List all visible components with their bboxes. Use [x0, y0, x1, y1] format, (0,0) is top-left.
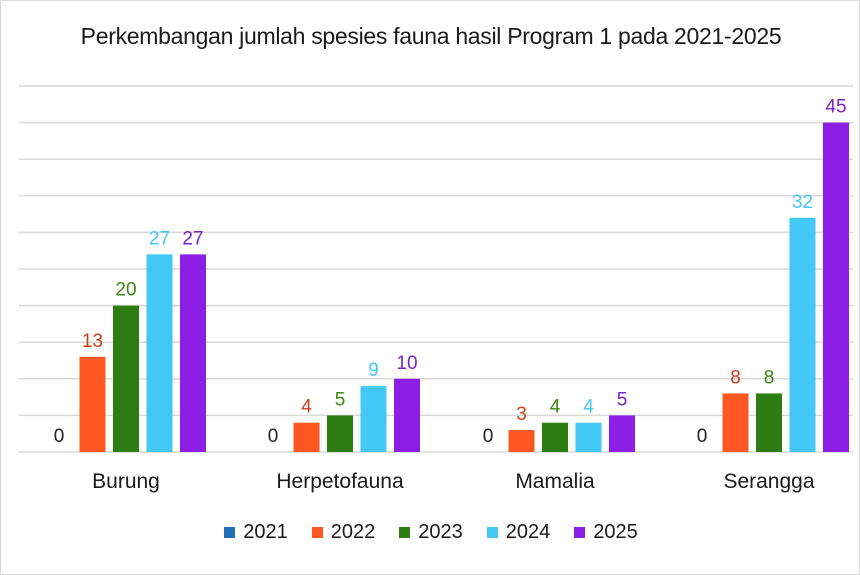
data-label-burung-2022: 13: [82, 331, 103, 352]
bar-burung-2024: [146, 254, 173, 452]
bar-burung-2022: [79, 356, 106, 452]
bar-burung-2023: [113, 305, 139, 452]
bar-herpetofauna-2024: [360, 386, 387, 452]
legend-label: 2025: [593, 521, 638, 543]
legend-swatch: [574, 527, 586, 538]
data-label-herpetofauna-2025: 10: [396, 353, 417, 374]
legend-item-2024: 2024: [486, 521, 551, 544]
bar-burung-2025: [180, 254, 206, 452]
legend-label: 2022: [330, 521, 376, 543]
legend-swatch: [399, 527, 411, 538]
data-label-serangga-2021: 0: [697, 426, 708, 447]
bar-herpetofauna-2023: [327, 415, 353, 452]
category-label-herpetofauna: Herpetofauna: [276, 470, 404, 493]
bar-serangga-2024: [789, 217, 816, 452]
bar-serangga-2025: [823, 122, 849, 452]
bar-mamalia-2025: [609, 415, 635, 452]
data-label-serangga-2022: 8: [730, 367, 741, 388]
data-label-herpetofauna-2024: 9: [368, 360, 379, 381]
category-label-mamalia: Mamalia: [515, 470, 595, 493]
data-label-herpetofauna-2023: 5: [335, 389, 346, 410]
data-label-mamalia-2024: 4: [583, 397, 594, 418]
legend-label: 2023: [418, 521, 463, 543]
bar-mamalia-2024: [575, 422, 602, 452]
category-label-serangga: Serangga: [723, 470, 814, 493]
data-label-serangga-2023: 8: [764, 367, 775, 388]
legend-item-2023: 2023: [399, 521, 463, 544]
data-label-burung-2023: 20: [115, 280, 136, 301]
bar-serangga-2023: [756, 393, 782, 452]
category-label-burung: Burung: [92, 470, 160, 493]
bar-herpetofauna-2022: [293, 422, 320, 452]
legend-label: 2024: [505, 521, 551, 543]
data-label-burung-2024: 27: [149, 228, 170, 249]
legend-item-2022: 2022: [311, 521, 376, 544]
legend-swatch: [486, 527, 498, 538]
legend-item-2025: 2025: [574, 521, 638, 544]
bar-serangga-2022: [722, 393, 749, 452]
data-label-herpetofauna-2021: 0: [268, 426, 279, 447]
legend-swatch: [311, 527, 323, 538]
bar-herpetofauna-2025: [394, 378, 420, 452]
bar-mamalia-2023: [542, 422, 568, 452]
chart-legend: 2021 2022 2023 2024 2025: [1, 521, 860, 544]
data-label-serangga-2024: 32: [792, 192, 813, 213]
data-label-herpetofauna-2022: 4: [301, 397, 312, 418]
legend-label: 2021: [243, 521, 288, 543]
data-label-serangga-2025: 45: [825, 97, 846, 118]
data-label-burung-2025: 27: [182, 228, 203, 249]
legend-item-2021: 2021: [224, 521, 288, 544]
bar-mamalia-2022: [508, 430, 535, 452]
legend-swatch: [224, 527, 236, 538]
chart-title: Perkembangan jumlah spesies fauna hasil …: [80, 23, 782, 49]
data-label-mamalia-2025: 5: [617, 389, 628, 410]
data-label-burung-2021: 0: [54, 426, 65, 447]
data-label-mamalia-2023: 4: [550, 397, 561, 418]
data-label-mamalia-2021: 0: [483, 426, 494, 447]
data-label-mamalia-2022: 3: [516, 404, 527, 425]
